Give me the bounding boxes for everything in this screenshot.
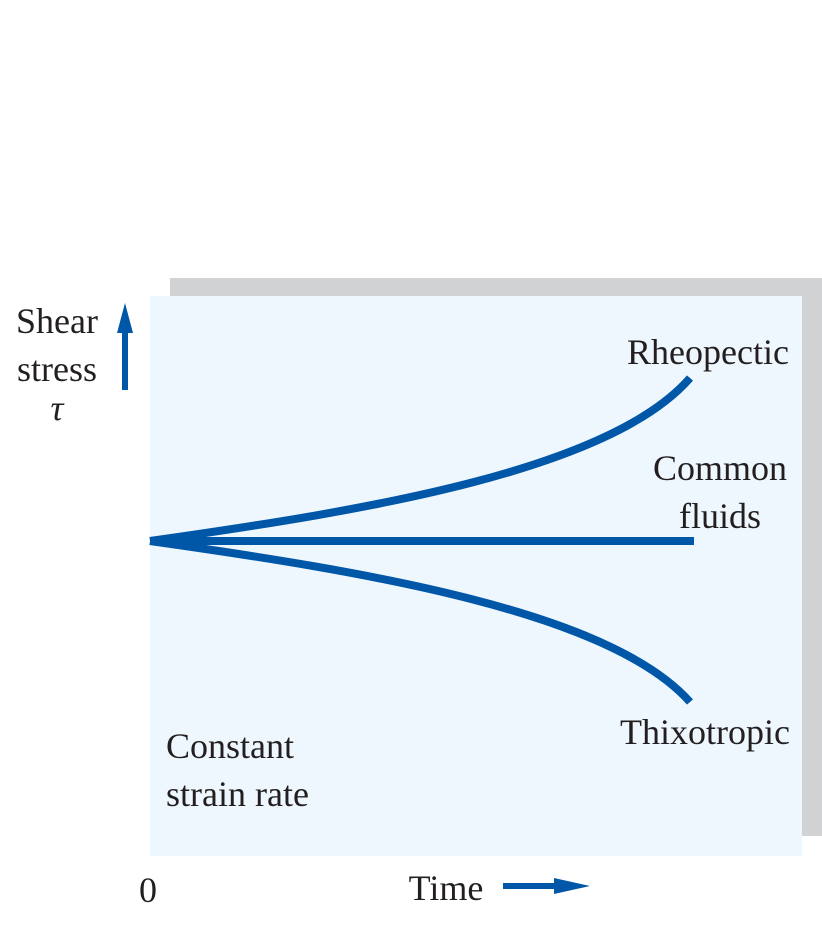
origin-label: 0	[139, 870, 157, 910]
y-axis-symbol-tau: τ	[51, 388, 65, 428]
x-axis-label-time: Time	[409, 868, 484, 908]
common-fluids-label-line2: fluids	[679, 496, 761, 536]
arrow-right-icon	[503, 878, 590, 894]
plot-panel	[150, 296, 802, 856]
condition-label-line1: Constant	[166, 726, 294, 766]
common-fluids-label-line1: Common	[653, 448, 787, 488]
thixotropic-curve	[149, 537, 693, 705]
y-axis-label-stress: stress	[17, 349, 97, 389]
condition-label-line2: strain rate	[166, 774, 309, 814]
arrow-up-icon	[117, 303, 133, 390]
rheopectic-label: Rheopectic	[627, 332, 789, 372]
thixotropic-label: Thixotropic	[620, 712, 790, 752]
y-axis-label-shear: Shear	[16, 301, 98, 341]
rheopectic-curve	[149, 375, 694, 545]
